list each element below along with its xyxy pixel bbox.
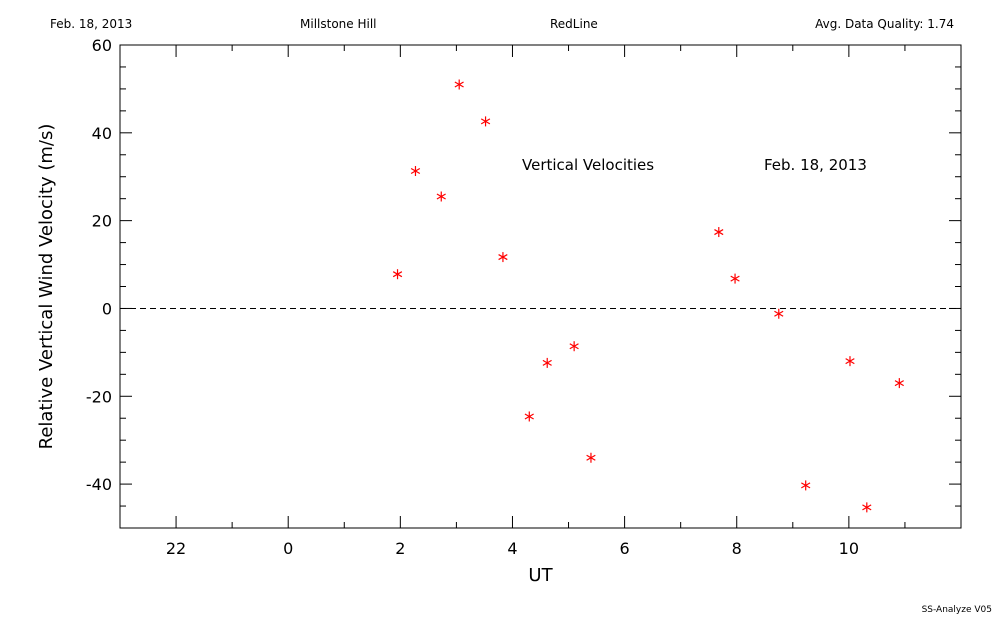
x-tick-label: 0 <box>283 539 293 558</box>
data-points <box>392 79 904 513</box>
x-axis-label: UT <box>528 565 553 586</box>
data-point <box>524 411 534 422</box>
data-point <box>498 252 508 263</box>
point-stroke <box>480 118 491 125</box>
x-tick-label: 22 <box>166 539 186 558</box>
data-point <box>436 191 446 202</box>
data-point <box>454 79 464 90</box>
y-tick-label: 60 <box>92 36 112 55</box>
point-stroke <box>569 343 579 350</box>
data-point <box>714 227 724 238</box>
point-stroke <box>542 359 552 366</box>
annotation-date: Feb. 18, 2013 <box>764 156 867 174</box>
x-tick-label: 4 <box>507 539 517 558</box>
data-point <box>894 378 904 389</box>
point-stroke <box>774 310 784 317</box>
data-point <box>862 502 872 513</box>
x-tick-label: 8 <box>732 539 742 558</box>
point-stroke <box>410 167 421 175</box>
point-stroke <box>845 358 855 365</box>
data-point <box>801 480 811 491</box>
point-stroke <box>862 504 872 511</box>
header-instrument: RedLine <box>550 17 598 31</box>
header-site: Millstone Hill <box>300 17 377 31</box>
x-tick-label: 10 <box>839 539 859 558</box>
y-tick-label: -40 <box>86 475 112 494</box>
data-point <box>730 273 740 284</box>
data-point <box>774 308 784 319</box>
data-point <box>480 116 491 127</box>
y-tick-label: -20 <box>86 387 112 406</box>
data-point <box>410 166 421 177</box>
annotation-title: Vertical Velocities <box>522 156 654 174</box>
footer-program: SS-Analyze V05 <box>921 605 992 615</box>
point-stroke <box>524 413 534 420</box>
point-stroke <box>392 271 403 278</box>
y-tick-label: 40 <box>92 124 112 143</box>
x-tick-label: 6 <box>620 539 630 558</box>
point-stroke <box>586 454 596 461</box>
point-stroke <box>801 482 811 489</box>
x-tick-label: 2 <box>395 539 405 558</box>
header-data-quality: Avg. Data Quality: 1.74 <box>815 17 954 31</box>
point-stroke <box>730 275 740 282</box>
y-axis-label: Relative Vertical Wind Velocity (m/s) <box>36 124 57 450</box>
axis-ticks: 22 0 2 4 6 8 10 -40 -20 0 20 40 60 <box>86 36 961 558</box>
data-point <box>542 357 552 368</box>
point-stroke <box>714 229 724 236</box>
data-point <box>569 341 579 352</box>
point-stroke <box>894 380 904 387</box>
data-point <box>845 356 855 367</box>
data-point <box>392 269 403 280</box>
data-point <box>586 452 596 463</box>
point-stroke <box>454 81 464 88</box>
header-date: Feb. 18, 2013 <box>50 17 133 31</box>
plot-frame <box>119 44 962 529</box>
point-stroke <box>498 254 508 261</box>
point-stroke <box>436 193 446 200</box>
y-tick-label: 20 <box>92 212 112 231</box>
y-tick-label: 0 <box>102 299 112 318</box>
